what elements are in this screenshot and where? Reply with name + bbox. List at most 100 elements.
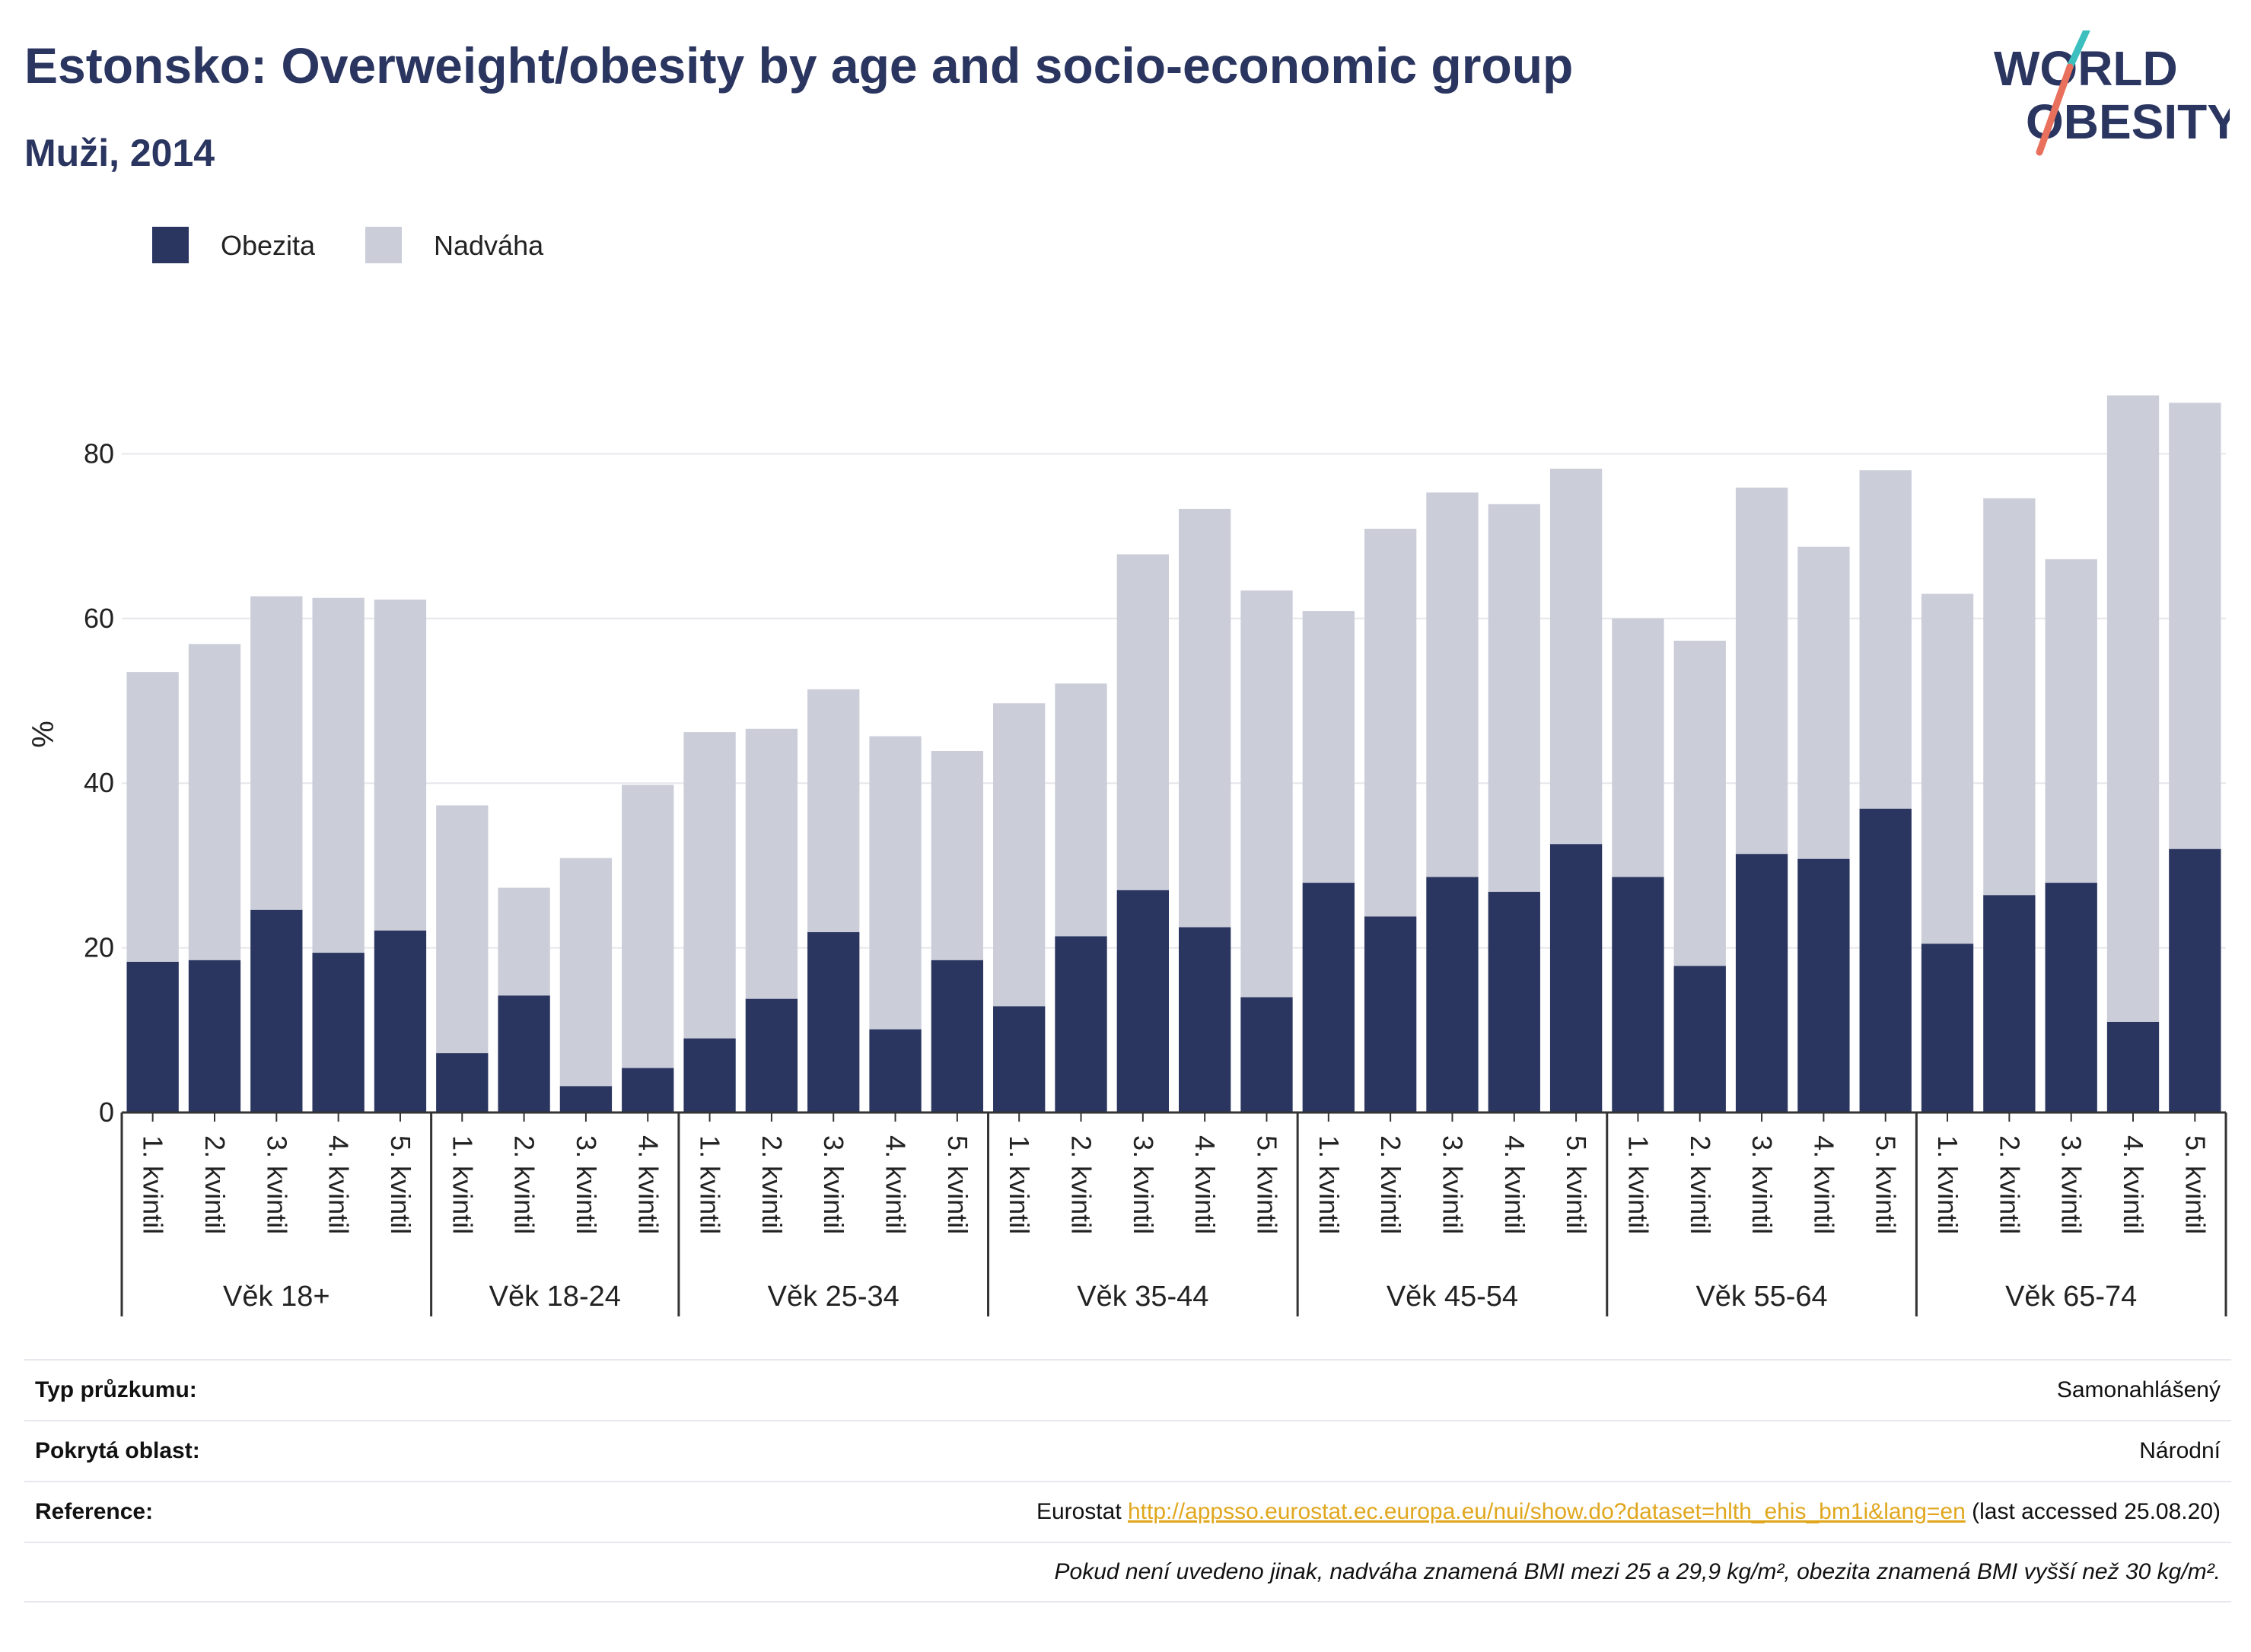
group-label-0: Věk 18+ bbox=[223, 1281, 330, 1313]
bar-nadvaha-0-3 bbox=[312, 597, 365, 953]
survey-type-row: Typ průzkumu: Samonahlášený bbox=[24, 1359, 2231, 1420]
reference-suffix: (last accessed 25.08.20) bbox=[1965, 1499, 2221, 1524]
x-tick-label-2-1: 2. kvintil bbox=[756, 1135, 788, 1234]
bar-obezita-2-3 bbox=[869, 1029, 922, 1112]
legend-swatch-0 bbox=[152, 227, 189, 263]
bar-obezita-1-3 bbox=[622, 1068, 674, 1112]
bar-nadvaha-1-0 bbox=[436, 805, 489, 1054]
bar-nadvaha-6-4 bbox=[2169, 403, 2221, 849]
x-tick-label-5-3: 4. kvintil bbox=[1808, 1135, 1839, 1234]
x-tick-label-0-0: 1. kvintil bbox=[138, 1135, 169, 1234]
bar-nadvaha-0-1 bbox=[188, 644, 241, 960]
group-label-3: Věk 35-44 bbox=[1077, 1281, 1208, 1313]
bar-nadvaha-5-4 bbox=[1859, 470, 1912, 809]
bar-obezita-1-0 bbox=[436, 1053, 489, 1112]
reference-label: Reference: bbox=[35, 1499, 154, 1524]
page-subtitle: Muži, 2014 bbox=[24, 132, 215, 174]
group-label-2: Věk 25-34 bbox=[768, 1281, 899, 1313]
definition-note: Pokud není uvedeno jinak, nadváha znamen… bbox=[1054, 1559, 2221, 1584]
reference-prefix: Eurostat bbox=[1036, 1499, 1128, 1524]
legend: Obezita Nadváha bbox=[152, 227, 544, 263]
bar-obezita-0-2 bbox=[250, 909, 303, 1112]
bar-nadvaha-4-2 bbox=[1426, 492, 1479, 877]
bar-obezita-3-3 bbox=[1179, 927, 1231, 1112]
bar-obezita-2-0 bbox=[683, 1038, 736, 1112]
bar-nadvaha-5-3 bbox=[1797, 546, 1850, 859]
bar-nadvaha-6-2 bbox=[2045, 559, 2097, 883]
bar-nadvaha-0-4 bbox=[374, 599, 427, 931]
x-tick-label-4-3: 4. kvintil bbox=[1499, 1135, 1530, 1234]
x-tick-label-3-3: 4. kvintil bbox=[1189, 1135, 1221, 1234]
bar-obezita-5-0 bbox=[1612, 877, 1664, 1112]
bar-obezita-6-4 bbox=[2169, 848, 2221, 1112]
legend-label-1: Nadváha bbox=[434, 230, 544, 261]
bar-nadvaha-6-3 bbox=[2106, 395, 2160, 1022]
reference-value: Eurostat http://appsso.eurostat.ec.europ… bbox=[1036, 1499, 2221, 1525]
bar-nadvaha-3-1 bbox=[1055, 683, 1107, 937]
x-tick-label-1-2: 3. kvintil bbox=[571, 1135, 602, 1234]
coverage-value: Národní bbox=[2139, 1438, 2221, 1463]
y-axis-label: % bbox=[27, 721, 60, 748]
x-tick-label-2-2: 3. kvintil bbox=[818, 1135, 849, 1234]
legend-label-0: Obezita bbox=[221, 230, 316, 261]
bar-obezita-6-0 bbox=[1921, 944, 1974, 1112]
page-title: Estonsko: Overweight/obesity by age and … bbox=[24, 37, 1574, 94]
reference-row: Reference: Eurostat http://appsso.eurost… bbox=[24, 1481, 2231, 1542]
x-tick-label-4-2: 3. kvintil bbox=[1437, 1135, 1468, 1234]
bar-nadvaha-4-0 bbox=[1302, 611, 1355, 883]
group-label-1: Věk 18-24 bbox=[489, 1281, 621, 1313]
x-tick-label-4-0: 1. kvintil bbox=[1313, 1135, 1345, 1234]
x-tick-label-0-1: 2. kvintil bbox=[199, 1135, 231, 1234]
bar-obezita-3-1 bbox=[1055, 936, 1107, 1112]
bar-nadvaha-3-0 bbox=[993, 703, 1046, 1007]
x-tick-label-6-2: 3. kvintil bbox=[2056, 1135, 2087, 1234]
bar-obezita-5-2 bbox=[1735, 854, 1788, 1112]
x-tick-label-3-1: 2. kvintil bbox=[1066, 1135, 1097, 1234]
info-table: Typ průzkumu: Samonahlášený Pokrytá obla… bbox=[24, 1359, 2231, 1603]
x-tick-label-3-4: 5. kvintil bbox=[1251, 1135, 1282, 1234]
logo-teal-slash bbox=[2066, 30, 2090, 71]
x-axis: 1. kvintil 2. kvintil 3. kvintil 4. kvintil… bbox=[120, 1111, 2227, 1316]
logo-line1: WORLD bbox=[1994, 41, 2178, 96]
bar-nadvaha-6-0 bbox=[1921, 594, 1974, 944]
definition-note-row: Pokud není uvedeno jinak, nadváha znamen… bbox=[24, 1542, 2231, 1603]
bar-obezita-3-0 bbox=[993, 1006, 1046, 1112]
bar-nadvaha-1-3 bbox=[622, 785, 674, 1068]
bar-obezita-6-2 bbox=[2045, 883, 2097, 1112]
x-tick-label-0-3: 4. kvintil bbox=[323, 1135, 355, 1234]
bar-obezita-4-1 bbox=[1364, 916, 1417, 1112]
x-tick-label-5-0: 1. kvintil bbox=[1622, 1135, 1654, 1234]
coverage-row: Pokrytá oblast: Národní bbox=[24, 1420, 2231, 1481]
x-tick-label-0-2: 3. kvintil bbox=[261, 1135, 292, 1234]
logo-coral-slash bbox=[2036, 63, 2074, 156]
x-tick-label-4-4: 5. kvintil bbox=[1561, 1135, 1592, 1234]
bar-nadvaha-5-2 bbox=[1735, 487, 1788, 855]
bar-nadvaha-0-2 bbox=[250, 596, 303, 910]
bar-nadvaha-4-4 bbox=[1549, 468, 1603, 845]
x-tick-label-2-3: 4. kvintil bbox=[880, 1135, 912, 1234]
x-tick-label-6-3: 4. kvintil bbox=[2118, 1135, 2149, 1234]
bar-obezita-5-4 bbox=[1859, 808, 1912, 1112]
survey-type-label: Typ průzkumu: bbox=[35, 1377, 197, 1402]
bar-obezita-2-4 bbox=[931, 960, 984, 1112]
bar-obezita-3-4 bbox=[1240, 997, 1293, 1112]
bar-nadvaha-0-0 bbox=[126, 672, 179, 962]
bar-obezita-4-3 bbox=[1488, 892, 1540, 1112]
bar-nadvaha-6-1 bbox=[1983, 498, 2036, 896]
y-tick-label-80: 80 bbox=[84, 438, 114, 469]
group-label-6: Věk 65-74 bbox=[2005, 1281, 2137, 1313]
bar-obezita-2-2 bbox=[807, 932, 860, 1112]
x-tick-label-5-4: 5. kvintil bbox=[1871, 1135, 1902, 1234]
bar-nadvaha-2-1 bbox=[745, 728, 798, 999]
bar-obezita-6-3 bbox=[2106, 1021, 2160, 1112]
x-tick-label-2-0: 1. kvintil bbox=[695, 1135, 726, 1234]
bar-obezita-2-1 bbox=[745, 998, 798, 1112]
x-tick-label-2-4: 5. kvintil bbox=[942, 1135, 973, 1234]
bar-obezita-0-1 bbox=[188, 960, 241, 1112]
bar-obezita-1-1 bbox=[498, 995, 550, 1112]
x-tick-label-5-1: 2. kvintil bbox=[1685, 1135, 1716, 1234]
x-tick-label-4-1: 2. kvintil bbox=[1375, 1135, 1406, 1234]
x-tick-label-6-0: 1. kvintil bbox=[1932, 1135, 1963, 1234]
bar-nadvaha-3-2 bbox=[1116, 554, 1169, 890]
reference-link[interactable]: http://appsso.eurostat.ec.europa.eu/nui/… bbox=[1128, 1499, 1966, 1524]
